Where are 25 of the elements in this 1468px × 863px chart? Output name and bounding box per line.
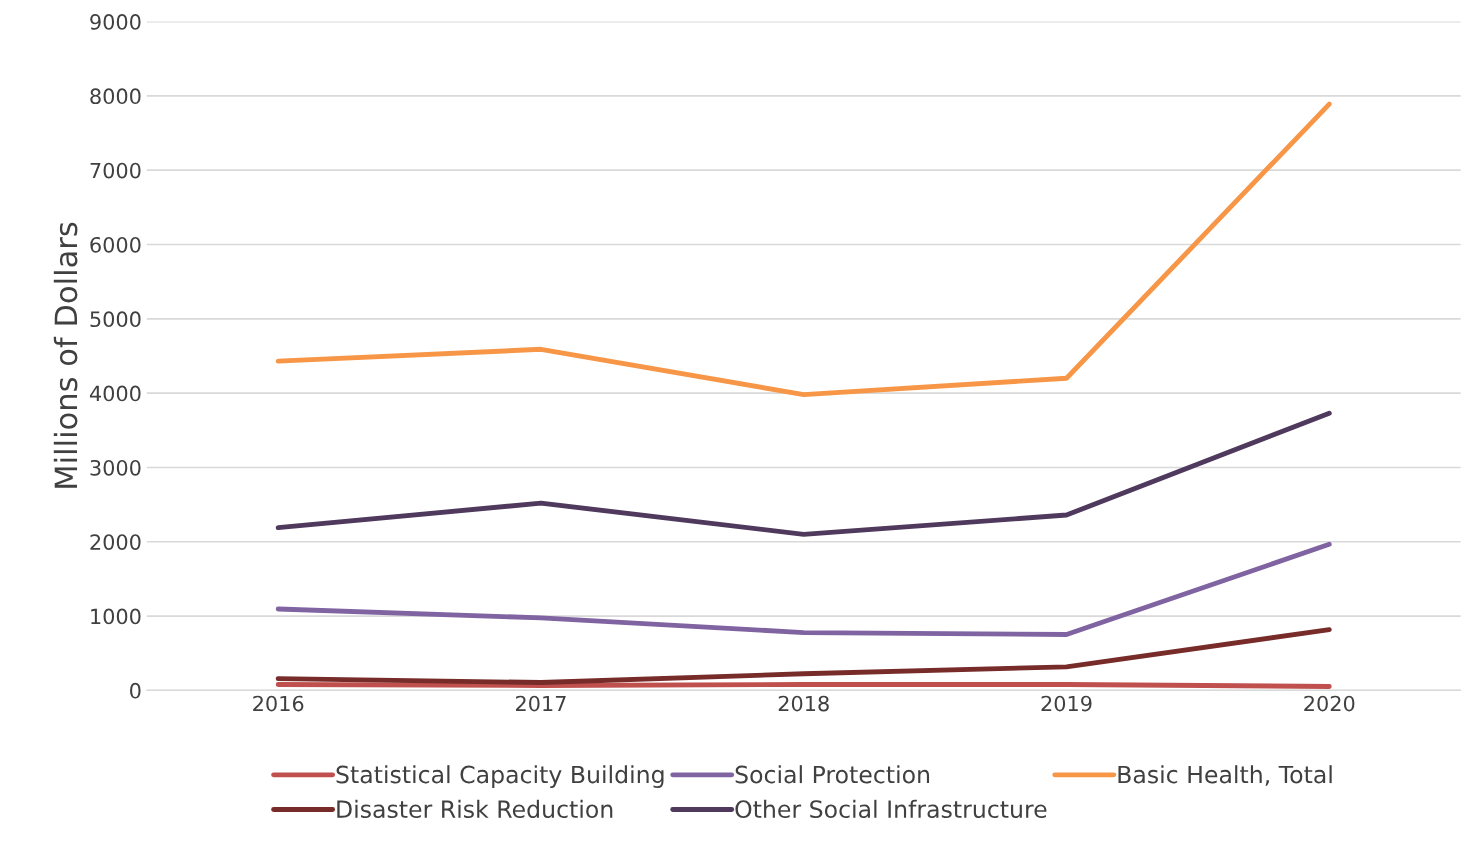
x-tick-label: 2016 [253, 695, 304, 712]
x-tick-label: 2019 [1041, 695, 1092, 712]
y-axis-title: Millions of Dollars [53, 222, 78, 488]
legend-label: Social Protection [735, 765, 930, 784]
y-tick-label: 4000 [89, 385, 141, 402]
legend-label: Disaster Risk Reduction [337, 799, 613, 819]
y-tick-label: 3000 [90, 459, 141, 476]
legend-label: Statistical Capacity Building [336, 765, 664, 789]
line-series [275, 410, 1332, 537]
y-tick-label: 7000 [90, 162, 141, 179]
legend-label: Basic Health, Total [1118, 765, 1332, 786]
y-tick-label: 2000 [90, 534, 141, 550]
y-tick-label: 0 [130, 682, 141, 699]
line-series [275, 541, 1332, 637]
x-tick-label: 2017 [515, 695, 566, 712]
x-tick-label: 2018 [778, 695, 829, 712]
y-tick-label: 6000 [90, 236, 141, 253]
y-tick-label: 5000 [90, 311, 141, 328]
legend-label: Other Social Infrastructure [735, 799, 1047, 819]
y-tick-label: 8000 [90, 88, 141, 105]
y-tick-label: 9000 [90, 14, 141, 30]
line-series [275, 101, 1332, 398]
y-tick-label: 1000 [91, 608, 141, 625]
line-series [275, 627, 1332, 685]
x-tick-label: 2020 [1304, 695, 1355, 712]
